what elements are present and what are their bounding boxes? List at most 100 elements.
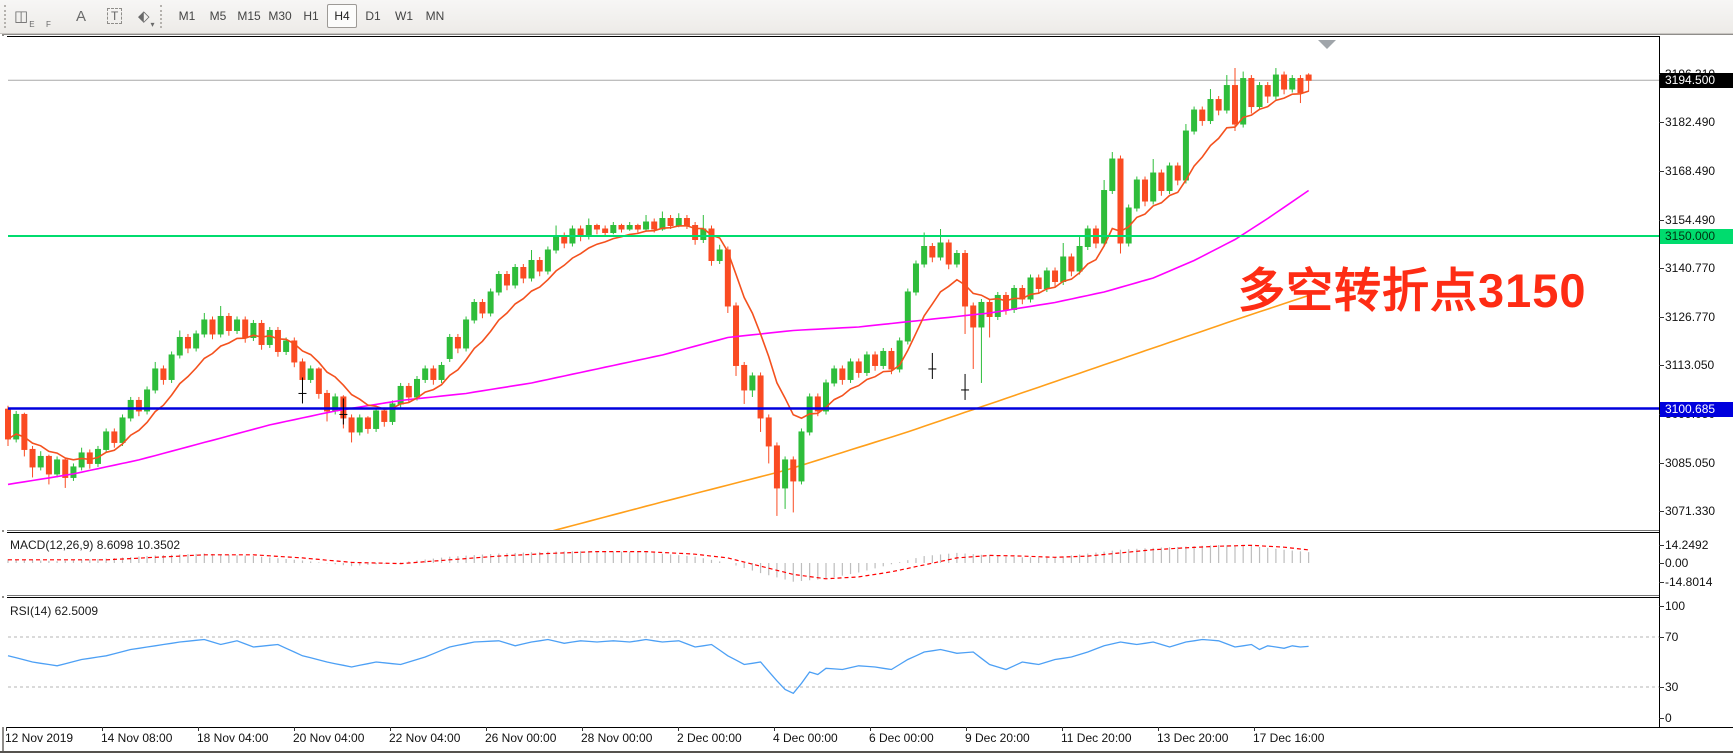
fibonacci-grid-tool-sub: F: [46, 20, 51, 29]
candle-body: [619, 226, 624, 229]
candle-body: [365, 418, 370, 428]
time-axis-label: 17 Dec 16:00: [1253, 731, 1324, 745]
timeframe-w1-button[interactable]: W1: [389, 4, 419, 28]
candle-body: [513, 267, 518, 284]
arrows-tool-sub: ▾: [151, 20, 155, 29]
candle-body: [455, 337, 460, 347]
timeframe-h4-button[interactable]: H4: [327, 4, 357, 28]
rsi-indicator-pane[interactable]: [0, 598, 1659, 727]
candle-body: [177, 337, 182, 354]
time-axis-tick: [102, 727, 103, 731]
candle-body: [1257, 86, 1262, 107]
candle-body: [684, 219, 689, 226]
candle-body: [112, 432, 117, 442]
price-tick-dash: [1659, 220, 1664, 221]
timeframe-d1-button[interactable]: D1: [358, 4, 388, 28]
candle-body: [382, 411, 387, 421]
toolbar-grip[interactable]: [4, 5, 11, 28]
rsi-axis-label: 30: [1665, 680, 1678, 694]
candle-body: [1151, 173, 1156, 201]
candle-body: [578, 229, 583, 236]
timeframe-m5-button[interactable]: M5: [203, 4, 233, 28]
macd-tick-dash: [1659, 545, 1664, 546]
text-label-tool-icon: A: [76, 8, 86, 25]
candle-body: [243, 320, 248, 337]
candle-body: [30, 449, 35, 466]
macd-tick-dash: [1659, 582, 1664, 583]
candle-body: [1143, 180, 1148, 201]
current-price-axis-label: 3194.500: [1660, 73, 1733, 88]
candle-body: [235, 320, 240, 330]
candle-body: [464, 320, 469, 348]
candle-body: [439, 365, 444, 379]
candle-body: [415, 379, 420, 396]
timeframe-h1-button[interactable]: H1: [296, 4, 326, 28]
candle-body: [946, 243, 951, 264]
candle-body: [6, 409, 11, 439]
text-label-tool-button[interactable]: A: [76, 3, 86, 29]
fibonacci-grid-tool-button[interactable]: ⿙ F: [45, 3, 51, 29]
macd-label: MACD(12,26,9) 8.6098 10.3502: [10, 538, 180, 552]
candle-body: [1282, 75, 1287, 89]
candle-body: [987, 302, 992, 316]
price-tick-label: 3126.770: [1665, 310, 1731, 325]
text-box-tool-button[interactable]: T: [107, 3, 122, 29]
macd-tick-dash: [1659, 563, 1664, 564]
indicators-tool-button[interactable]: ◫ E: [14, 3, 35, 29]
pane-separator-2a[interactable]: [7, 595, 1659, 596]
candle-body: [742, 365, 747, 389]
toolbar-grip2[interactable]: [160, 5, 167, 28]
pane-separator-1a[interactable]: [7, 530, 1659, 531]
rsi-axis-label: 0: [1665, 711, 1672, 725]
price-tick-dash: [1659, 268, 1664, 269]
timeframe-m1-button[interactable]: M1: [172, 4, 202, 28]
timeframe-mn-button[interactable]: MN: [420, 4, 450, 28]
candle-body: [496, 274, 501, 291]
candle-body: [652, 222, 657, 229]
candle-body: [349, 418, 354, 432]
time-axis-tick: [678, 727, 679, 731]
price-tick-label: 3154.490: [1665, 213, 1731, 228]
price-tick-dash: [1659, 122, 1664, 123]
rsi-pane-background[interactable]: [0, 598, 1659, 727]
trading-terminal: { "toolbar": { "tools": [ {"name": "indi…: [0, 0, 1733, 753]
candle-body: [938, 243, 943, 257]
candle-body: [1053, 271, 1058, 281]
candle-body: [38, 456, 43, 466]
macd-axis-label: -14.8014: [1665, 575, 1712, 589]
time-axis-label: 6 Dec 00:00: [869, 731, 934, 745]
candle-body: [529, 260, 534, 277]
timeframe-m30-button[interactable]: M30: [265, 4, 295, 28]
toolbar: ◫ E ⿙ F A T ⬖ ▾ M1 M5 M15 M30 H1 H4 D1 W1 MN: [0, 0, 1733, 34]
candle-body: [971, 306, 976, 327]
candle-body: [1216, 100, 1221, 110]
candle-body: [431, 369, 436, 379]
timeframe-m15-button[interactable]: M15: [234, 4, 264, 28]
candle-body: [284, 341, 289, 351]
candle-body: [963, 253, 968, 305]
price-tick-label: 3168.490: [1665, 164, 1731, 179]
rsi-tick-dash: [1659, 637, 1664, 638]
candle-body: [202, 320, 207, 334]
blue-level-axis-label: 3100.685: [1660, 402, 1733, 417]
candle-body: [1233, 86, 1238, 124]
macd-pane-background[interactable]: [0, 532, 1659, 596]
macd-indicator-pane[interactable]: [0, 532, 1659, 596]
candle-body: [668, 219, 673, 226]
candle-body: [308, 369, 313, 379]
candle-body: [562, 236, 567, 243]
arrows-tool-button[interactable]: ⬖ ▾: [138, 3, 155, 29]
candle-body: [758, 376, 763, 418]
candle-body: [864, 355, 869, 372]
candle-body: [1192, 110, 1197, 131]
candle-body: [1061, 257, 1066, 281]
candle-body: [46, 456, 51, 473]
rsi-tick-dash: [1659, 687, 1664, 688]
candle-body: [1036, 278, 1041, 288]
candle-body: [153, 369, 158, 390]
candle-body: [905, 292, 910, 341]
candle-body: [840, 369, 845, 379]
candle-body: [611, 226, 616, 233]
rsi-tick-dash: [1659, 606, 1664, 607]
candle-body: [627, 226, 632, 229]
